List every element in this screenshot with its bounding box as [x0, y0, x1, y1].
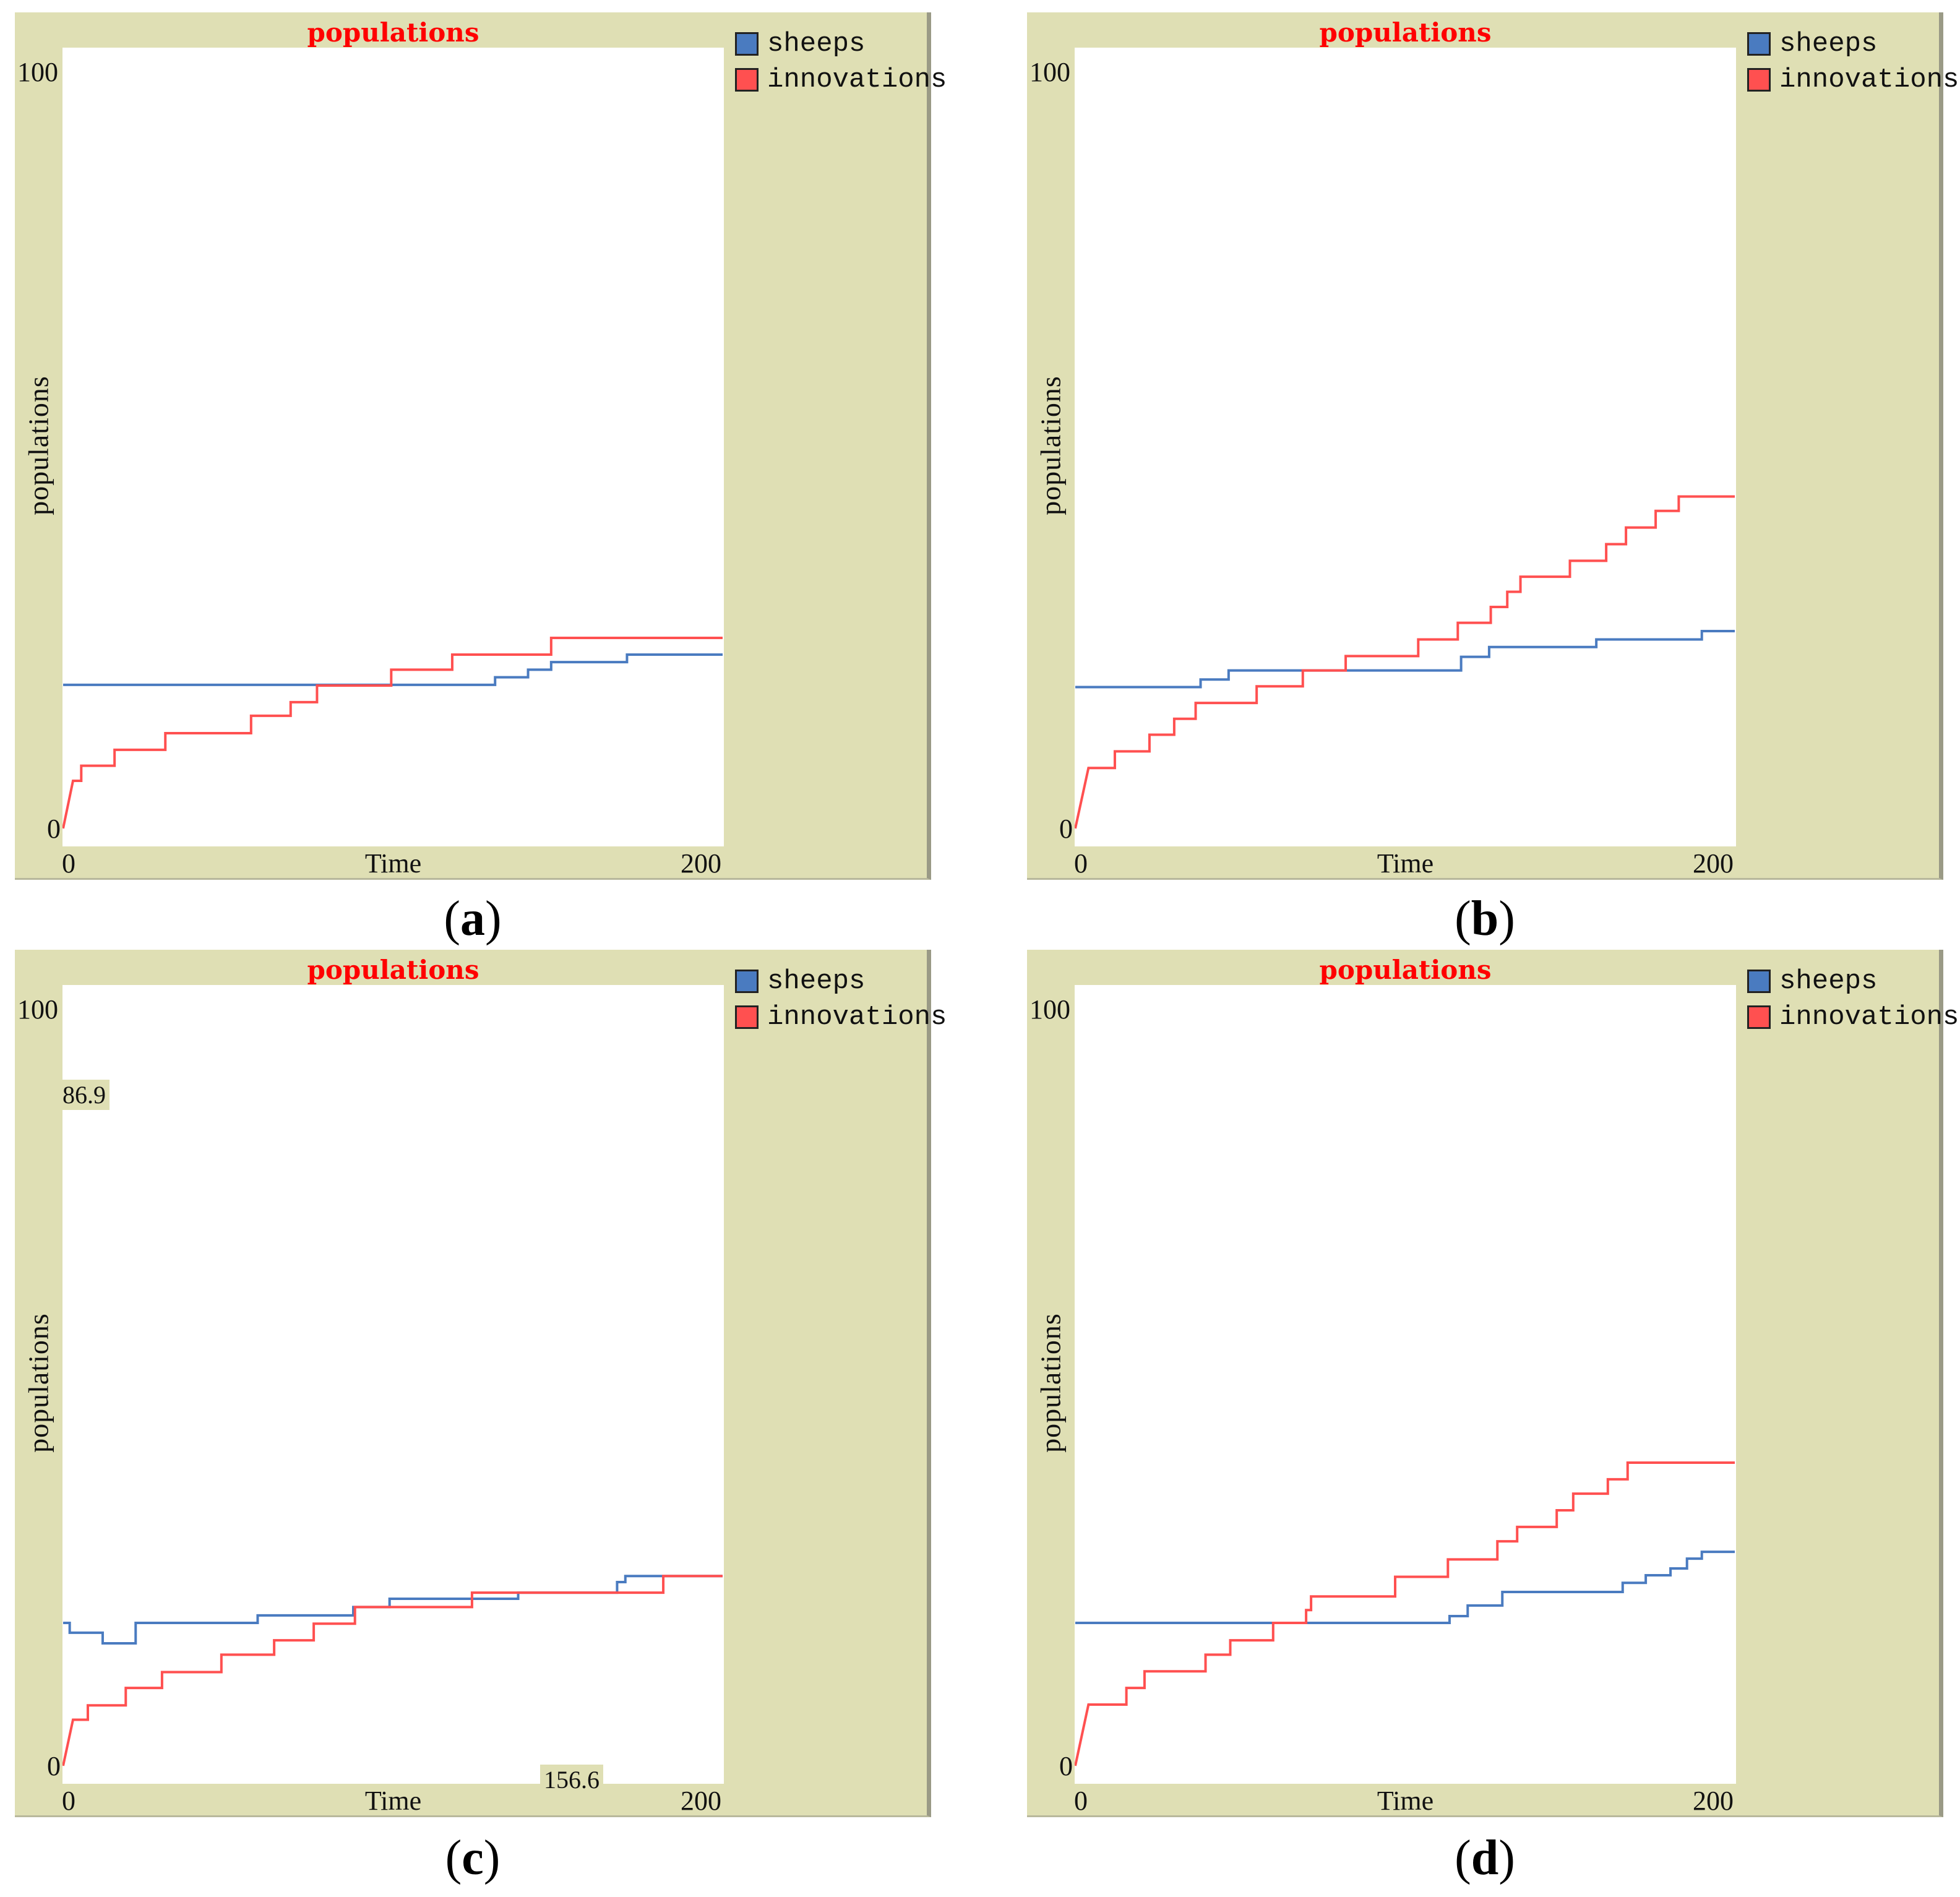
x-tick-min: 0: [62, 848, 75, 879]
plot-panel-d: populations 100 0 0 200 populations Time sheeps…: [1027, 950, 1959, 1817]
plot-canvas: [1075, 495, 1735, 829]
x-axis-label: Time: [1377, 848, 1434, 879]
series-line-sheeps: [1075, 630, 1735, 689]
x-axis-label: Time: [1377, 1786, 1434, 1816]
legend-swatch-sheeps: [1747, 970, 1771, 993]
plot-area: [62, 985, 724, 1784]
legend-label: sheeps: [767, 966, 866, 997]
readout-label: 156.6: [540, 1765, 603, 1795]
plot-area: [1075, 48, 1736, 846]
legend-item-sheeps: sheeps: [735, 963, 947, 999]
legend-swatch-sheeps: [1747, 32, 1771, 56]
legend-label: innovations: [1779, 64, 1959, 95]
plot-panel-a: populations 100 0 0 200 populations Time sheeps…: [15, 12, 947, 880]
series-line-innovations: [1075, 1461, 1735, 1766]
y-tick-max: 100: [17, 994, 58, 1025]
legend: sheeps innovations: [735, 26, 947, 98]
chart-title: populations: [1319, 17, 1492, 48]
y-tick-min: 0: [1059, 1751, 1073, 1781]
panel-caption-letter: b: [1471, 892, 1499, 946]
legend-item-sheeps: sheeps: [735, 26, 947, 62]
readout-label: 86.9: [59, 1080, 110, 1110]
plot-canvas: [62, 1575, 723, 1766]
series-line-innovations: [62, 637, 723, 829]
y-axis-label: populations: [22, 376, 54, 515]
x-tick-max: 200: [1693, 1786, 1734, 1816]
legend-swatch-innovations: [735, 68, 759, 92]
x-tick-max: 200: [1693, 848, 1734, 879]
plot-panel-b: populations 100 0 0 200 populations Time sheeps…: [1027, 12, 1959, 880]
legend-label: sheeps: [1779, 28, 1878, 59]
legend-item-sheeps: sheeps: [1747, 26, 1959, 62]
x-tick-min: 0: [62, 1786, 75, 1816]
plot-area: [62, 48, 724, 846]
y-tick-max: 100: [17, 57, 58, 87]
y-tick-min: 0: [1059, 814, 1073, 844]
y-axis-label: populations: [1034, 1313, 1067, 1453]
y-tick-max: 100: [1029, 57, 1070, 87]
legend: sheeps innovations: [1747, 26, 1959, 98]
y-tick-max: 100: [1029, 994, 1070, 1025]
plot-area: [1075, 985, 1736, 1784]
panel-caption: (c): [445, 1831, 501, 1885]
legend: sheeps innovations: [735, 963, 947, 1035]
x-tick-max: 200: [681, 848, 721, 879]
series-line-sheeps: [63, 1575, 723, 1645]
series-line-sheeps: [63, 653, 723, 686]
chart-title: populations: [1319, 955, 1492, 985]
y-axis-label: populations: [22, 1313, 54, 1453]
legend-item-innovations: innovations: [1747, 62, 1959, 98]
y-tick-min: 0: [47, 814, 61, 844]
panel-caption: (b): [1455, 892, 1515, 946]
chart-title: populations: [307, 955, 479, 985]
plot-canvas: [62, 637, 723, 829]
panel-caption-letter: a: [460, 892, 485, 946]
legend-label: innovations: [767, 64, 947, 95]
legend-label: sheeps: [767, 28, 866, 59]
x-tick-max: 200: [681, 1786, 721, 1816]
y-axis-label: populations: [1034, 376, 1067, 515]
legend-item-innovations: innovations: [1747, 999, 1959, 1035]
legend-item-innovations: innovations: [735, 999, 947, 1035]
series-line-sheeps: [1075, 1551, 1735, 1625]
panel-caption-letter: c: [462, 1831, 484, 1885]
panel-caption: (a): [444, 892, 502, 946]
panel-caption: (d): [1455, 1831, 1515, 1885]
plot-canvas: [1075, 1461, 1735, 1766]
series-line-innovations: [62, 1575, 723, 1766]
legend-swatch-sheeps: [735, 32, 759, 56]
panel-caption-letter: d: [1471, 1831, 1499, 1885]
legend: sheeps innovations: [1747, 963, 1959, 1035]
legend-swatch-innovations: [735, 1005, 759, 1029]
legend-label: sheeps: [1779, 966, 1878, 997]
legend-swatch-innovations: [1747, 1005, 1771, 1029]
legend-swatch-sheeps: [735, 970, 759, 993]
x-tick-min: 0: [1074, 848, 1088, 879]
series-line-innovations: [1075, 495, 1735, 829]
plot-panel-c: populations 100 0 0 200 populations Time sheeps…: [15, 950, 947, 1817]
x-axis-label: Time: [364, 1786, 422, 1816]
legend-item-sheeps: sheeps: [1747, 963, 1959, 999]
legend-swatch-innovations: [1747, 68, 1771, 92]
y-tick-min: 0: [47, 1751, 61, 1781]
x-tick-min: 0: [1074, 1786, 1088, 1816]
legend-label: innovations: [1779, 1002, 1959, 1033]
legend-label: innovations: [767, 1002, 947, 1033]
chart-title: populations: [307, 17, 479, 48]
x-axis-label: Time: [364, 848, 422, 879]
legend-item-innovations: innovations: [735, 62, 947, 98]
